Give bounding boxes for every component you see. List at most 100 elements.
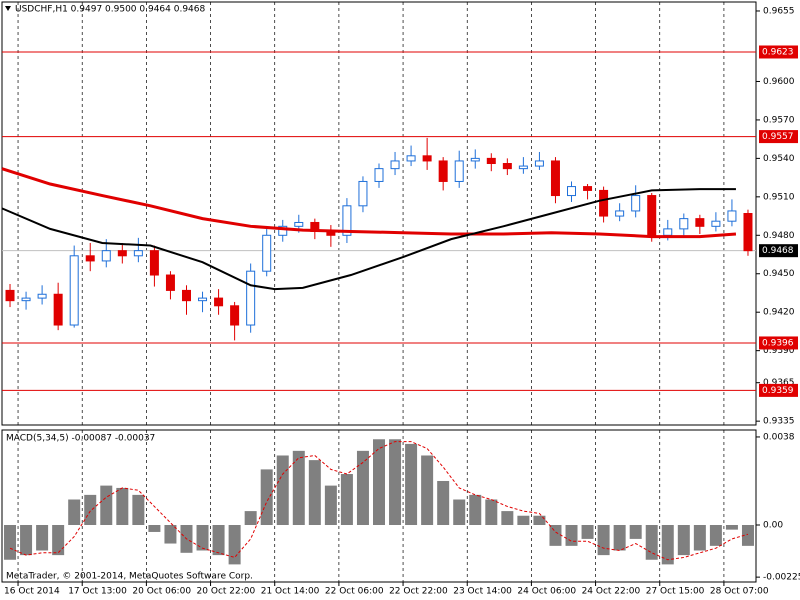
macd-bar (597, 525, 610, 556)
candle-body (663, 228, 673, 236)
macd-bar (677, 525, 690, 556)
macd-bar (501, 511, 514, 525)
x-tick-label: 20 Oct 22:00 (197, 587, 256, 597)
macd-bar (565, 525, 578, 546)
y-tick-label: 0.9450 (763, 269, 795, 279)
macd-bar (373, 439, 385, 525)
candle-body (101, 250, 111, 262)
macd-bar (164, 525, 177, 544)
candle-body (358, 180, 368, 207)
candle-body (390, 160, 400, 170)
candle-body (631, 195, 641, 212)
candle-body (230, 305, 240, 326)
candle-body (743, 213, 753, 252)
level-label: 0.9557 (762, 132, 794, 142)
macd-bar (68, 499, 81, 525)
candle-body (294, 221, 304, 227)
macd-bar (308, 460, 321, 525)
x-tick-label: 22 Oct 22:00 (389, 587, 448, 597)
macd-bar (709, 525, 722, 546)
macd-bar (84, 494, 97, 525)
macd-panel-frame (1, 429, 757, 583)
x-tick-label: 22 Oct 06:00 (325, 587, 384, 597)
candle-body (534, 160, 544, 167)
y-tick-label: 0.9600 (763, 77, 795, 87)
candle-body (550, 160, 560, 197)
y-tick-label: 0.9655 (763, 6, 795, 16)
macd-bar (244, 511, 257, 525)
macd-bar (356, 450, 369, 525)
x-tick-label: 24 Oct 22:00 (582, 587, 641, 597)
candle-body (454, 160, 464, 182)
candle-body (599, 189, 609, 217)
moving-average (1, 167, 737, 239)
moving-average (1, 188, 736, 291)
candle-body (518, 165, 528, 170)
x-tick-label: 16 Oct 2014 (4, 587, 60, 597)
macd-bar (517, 515, 530, 525)
macd-bar (4, 525, 17, 560)
candle-body (5, 289, 15, 302)
y-tick-label: 0.9335 (763, 417, 795, 427)
macd-bar (469, 494, 482, 525)
y-tick-label: 0.9570 (763, 115, 795, 125)
x-tick-label: 28 Oct 07:00 (710, 587, 769, 597)
level-label-box (759, 45, 798, 59)
macd-bar (340, 474, 353, 525)
candle-body (374, 168, 384, 182)
macd-bar (116, 487, 129, 525)
macd-bar (196, 525, 209, 551)
macd-bar (389, 439, 402, 525)
y-tick-label: 0.9420 (763, 308, 795, 318)
candle-body (502, 163, 512, 170)
candle-body (69, 255, 79, 326)
level-label-box (759, 336, 798, 350)
macd-bar (148, 525, 161, 532)
candle-body (727, 210, 737, 222)
candle-body (583, 186, 593, 191)
macd-bar (581, 525, 594, 539)
candle-body (278, 225, 288, 236)
macd-bar (276, 455, 289, 525)
current-price-box (759, 244, 798, 258)
macd-bar (437, 480, 450, 525)
candle-body (165, 274, 175, 291)
macd-bar (405, 443, 418, 525)
macd-bar (36, 525, 49, 551)
y-tick-label: 0.9510 (763, 192, 795, 202)
macd-bar (20, 525, 33, 556)
macd-bar (228, 525, 241, 565)
candle-body (695, 218, 705, 227)
candle-body (53, 293, 63, 326)
candle-body (21, 297, 31, 302)
candle-body (486, 157, 496, 165)
candle-body (262, 234, 272, 272)
macd-bar (260, 469, 273, 525)
x-tick-label: 17 Oct 13:00 (68, 587, 127, 597)
candle-body (149, 250, 159, 276)
candle-body (214, 297, 224, 307)
candle-body (37, 293, 47, 299)
candle-body (133, 250, 143, 257)
candle-body (470, 157, 480, 162)
price-panel-frame (1, 1, 757, 426)
y-tick-label: 0.0038 (763, 432, 795, 442)
x-tick-label: 20 Oct 06:00 (132, 587, 191, 597)
macd-bar (549, 525, 562, 546)
candle-body (615, 210, 625, 217)
candle-body (85, 255, 95, 262)
candle-body (438, 160, 448, 182)
level-label-box (759, 383, 798, 397)
candle-body (567, 186, 577, 197)
dropdown-icon[interactable] (5, 6, 11, 11)
macd-bar (421, 455, 434, 525)
y-tick-label: 0.9480 (763, 231, 795, 241)
macd-bar (453, 499, 466, 525)
macd-bar (132, 494, 145, 525)
y-tick-label: 0.9540 (763, 154, 795, 164)
macd-bar (324, 485, 337, 525)
macd-bar (613, 525, 626, 551)
macd-bar (629, 525, 642, 539)
y-tick-label: 0.9390 (763, 346, 795, 356)
candle-body (117, 250, 127, 257)
